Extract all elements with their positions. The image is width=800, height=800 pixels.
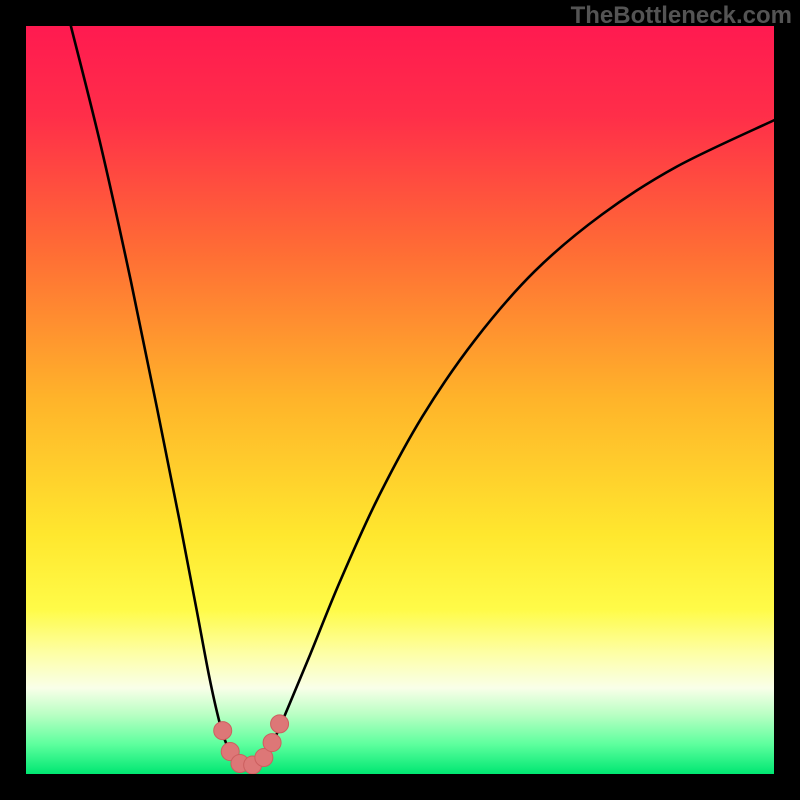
chart-frame: TheBottleneck.com: [0, 0, 800, 800]
marker-point: [271, 715, 289, 733]
chart-svg: [0, 0, 800, 800]
plot-area: [0, 0, 800, 800]
marker-point: [263, 734, 281, 752]
watermark-text: TheBottleneck.com: [571, 2, 792, 30]
gradient-background: [26, 26, 774, 774]
marker-point: [214, 722, 232, 740]
